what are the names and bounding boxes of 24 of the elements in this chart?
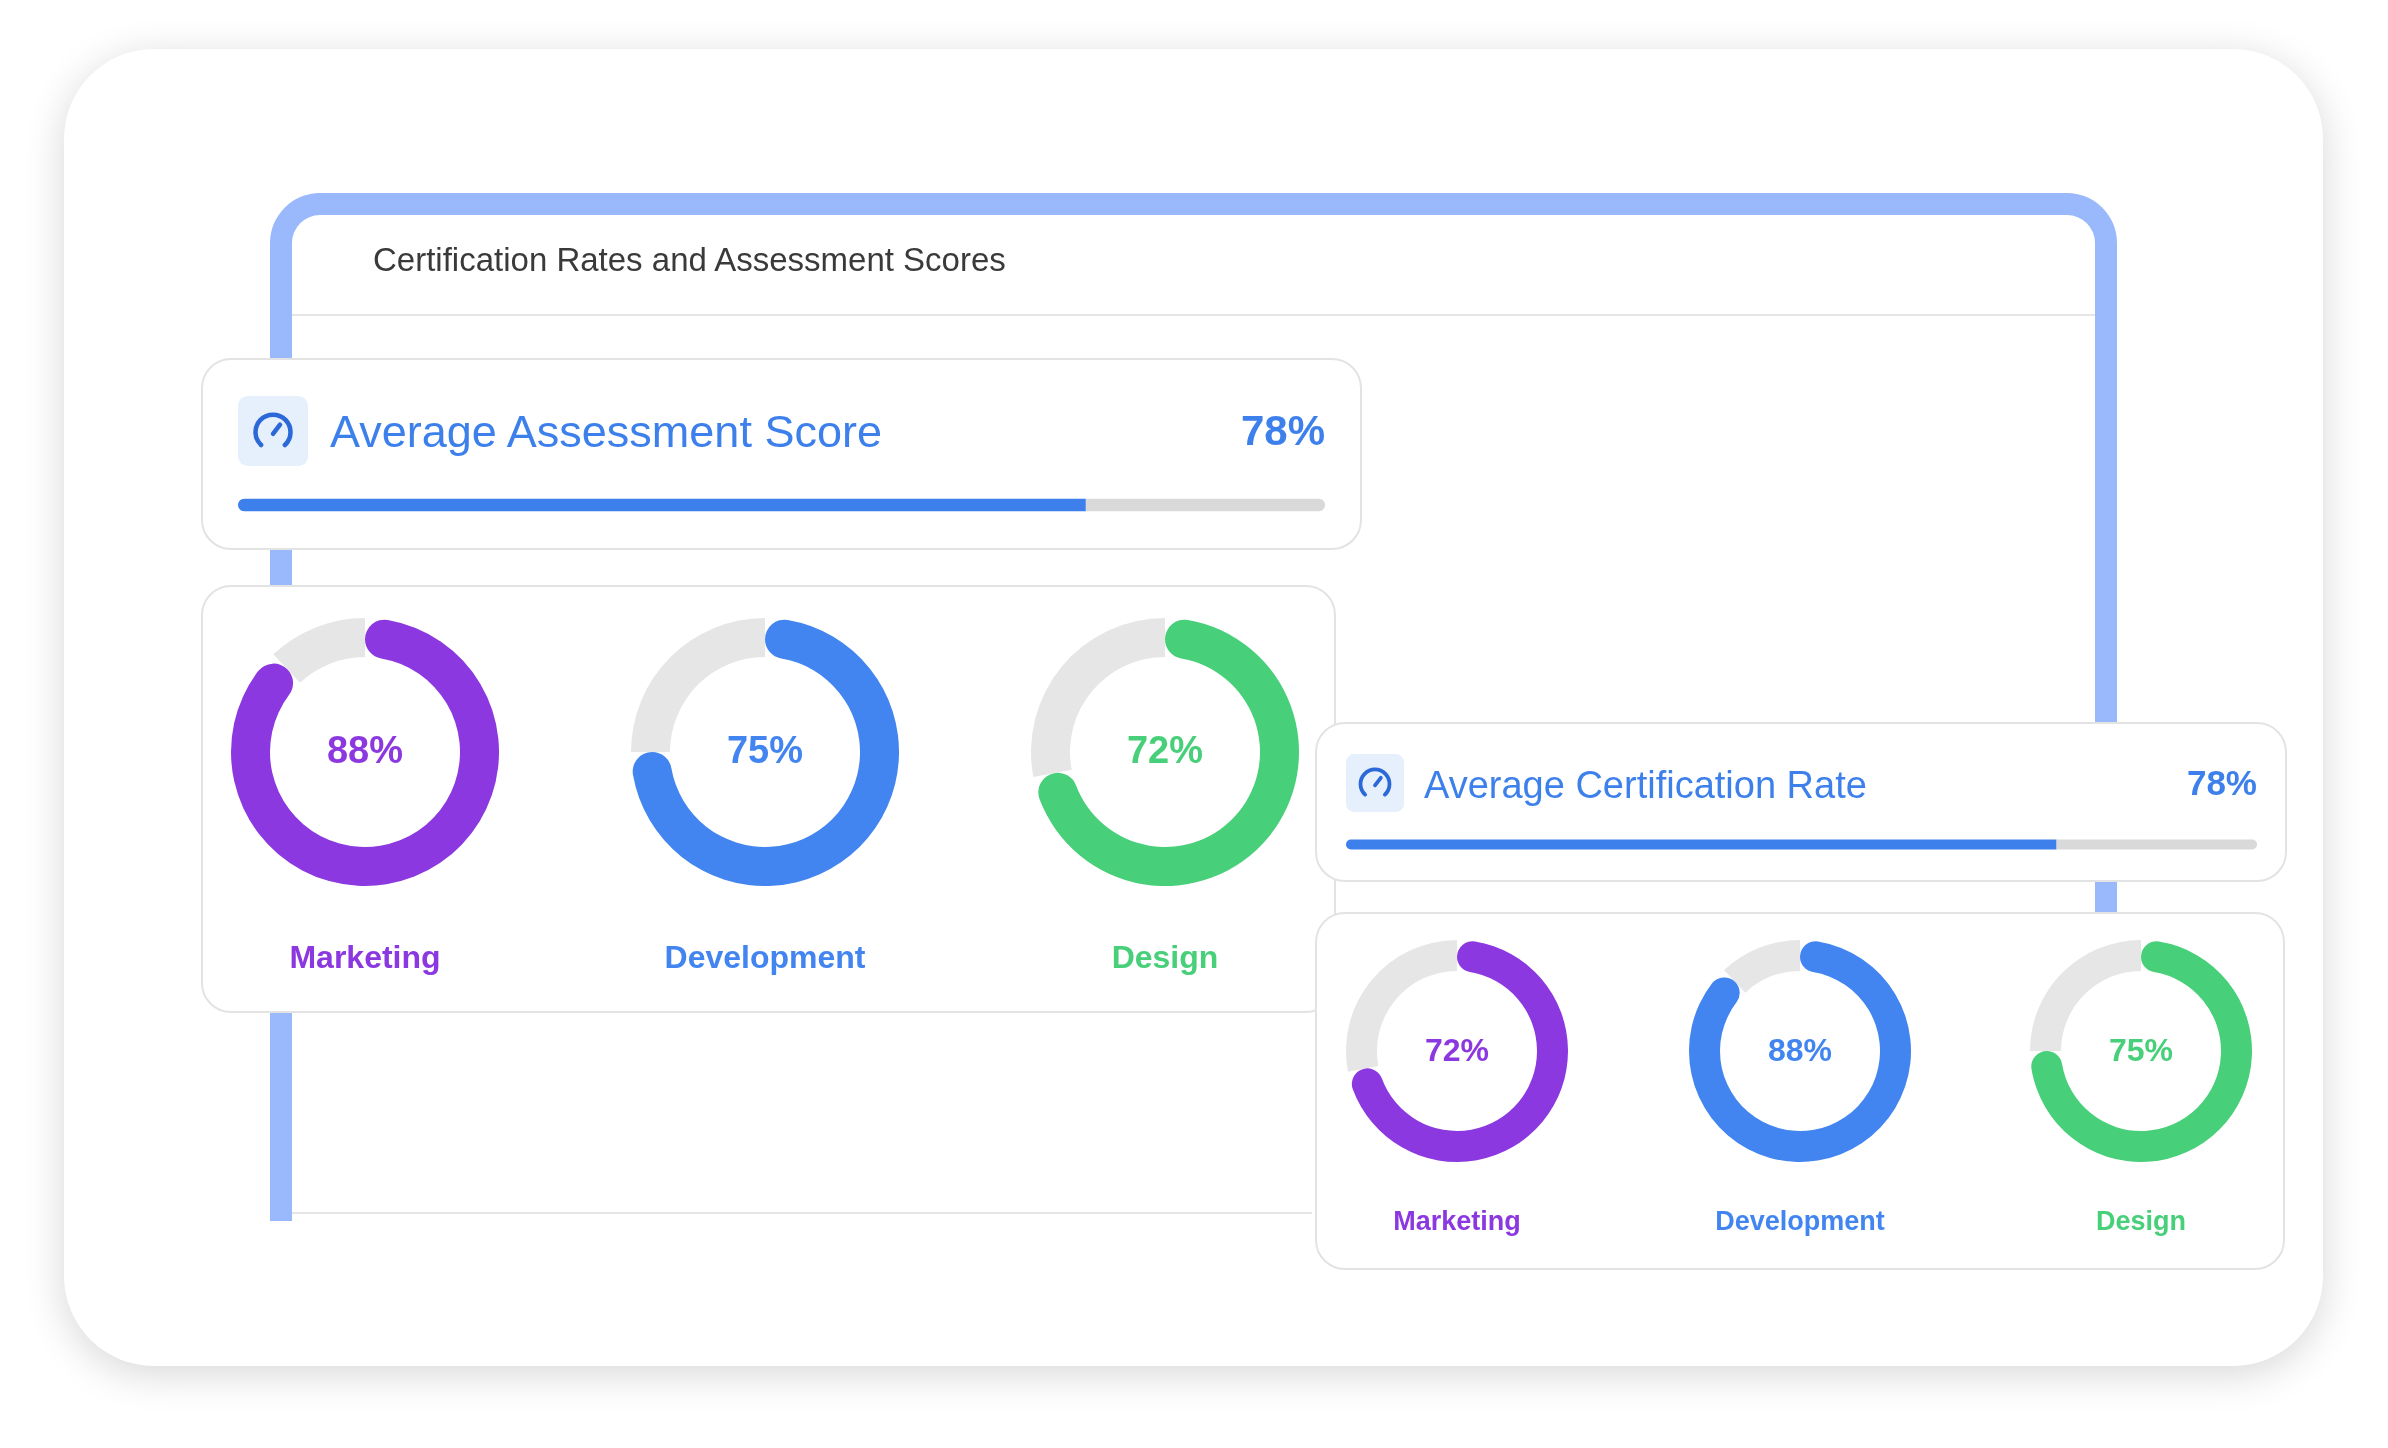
data-label: 88% [1767,1032,1833,1068]
donut-slice [231,619,499,886]
text: Certification Rates and Assessment Scores [373,240,1006,280]
data-label: 75% [2108,1032,2174,1068]
chart-title: Average Assessment Score [330,406,882,457]
data-label: 75% [726,729,804,771]
text: Marketing [289,939,441,975]
text: 78% [1240,407,1325,454]
text: Marketing [1393,1206,1521,1236]
text: Development [664,939,866,975]
text: Development [1715,1206,1885,1236]
text: 78% [2186,763,2257,802]
donut-slice [632,619,899,886]
donut-slice [1689,941,1911,1162]
text: Design [1111,939,1219,975]
data-label: 88% [326,729,404,771]
donut-slice [2031,941,2252,1162]
donut-slice [1351,941,1568,1162]
donut-slice [273,618,365,683]
data-label: 72% [1126,729,1204,771]
text: Design [2095,1206,2187,1236]
chart-title: Average Certification Rate [1424,763,1867,806]
donut-slice [1724,940,1800,993]
data-label: 72% [1424,1032,1490,1068]
